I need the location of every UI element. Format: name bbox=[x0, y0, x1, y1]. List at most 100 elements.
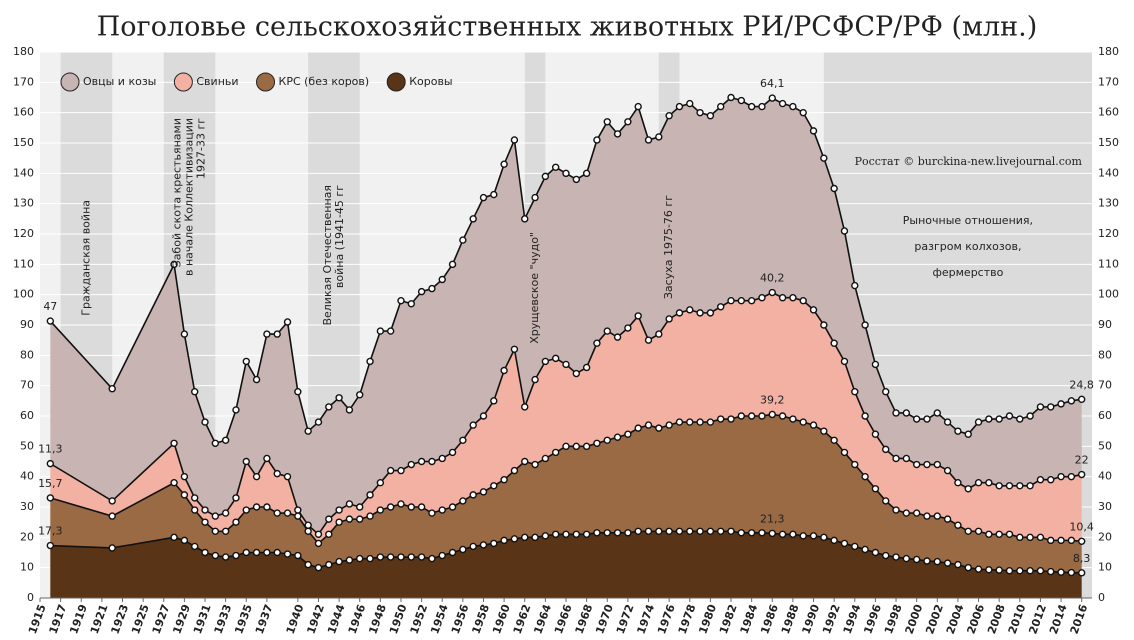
marker bbox=[242, 548, 250, 557]
marker bbox=[768, 288, 776, 297]
marker bbox=[634, 102, 642, 111]
y2-tick-label: 0 bbox=[1098, 591, 1105, 604]
marker bbox=[717, 303, 725, 311]
marker bbox=[180, 536, 189, 545]
marker bbox=[283, 472, 292, 481]
y-tick-label: 10 bbox=[20, 561, 34, 574]
marker bbox=[448, 448, 457, 457]
x-tick-label: 1954 bbox=[428, 602, 451, 636]
marker bbox=[490, 397, 498, 405]
x-tick-label: 1956 bbox=[449, 602, 472, 636]
y-tick-label: 110 bbox=[13, 257, 34, 270]
x-tick-label: 2004 bbox=[944, 602, 967, 636]
marker bbox=[211, 439, 220, 447]
marker bbox=[510, 136, 519, 144]
marker bbox=[376, 479, 385, 487]
marker bbox=[273, 469, 281, 478]
marker bbox=[675, 309, 684, 317]
marker bbox=[562, 169, 570, 178]
marker bbox=[386, 327, 395, 335]
marker bbox=[655, 424, 663, 432]
marker bbox=[706, 111, 715, 120]
marker bbox=[912, 460, 921, 469]
marker bbox=[366, 512, 374, 520]
marker bbox=[232, 518, 240, 526]
marker bbox=[221, 527, 230, 535]
y2-tick-label: 50 bbox=[1098, 439, 1112, 452]
marker bbox=[696, 108, 704, 117]
marker bbox=[407, 553, 415, 561]
y-tick-label: 70 bbox=[20, 379, 34, 392]
marker bbox=[727, 415, 735, 423]
marker bbox=[397, 553, 405, 561]
marker bbox=[902, 409, 911, 417]
marker bbox=[221, 553, 230, 561]
marker bbox=[551, 530, 560, 538]
marker bbox=[1026, 567, 1034, 575]
marker bbox=[943, 515, 952, 523]
marker bbox=[397, 500, 405, 508]
marker bbox=[644, 136, 653, 144]
marker bbox=[974, 565, 983, 573]
area bbox=[50, 292, 1082, 544]
marker bbox=[1067, 472, 1076, 481]
marker bbox=[273, 330, 281, 338]
x-tick-label: 1970 bbox=[593, 602, 616, 636]
marker bbox=[232, 494, 240, 502]
marker bbox=[1005, 482, 1014, 490]
marker bbox=[314, 418, 323, 426]
marker bbox=[1077, 537, 1086, 545]
marker bbox=[500, 366, 508, 375]
marker bbox=[191, 542, 199, 551]
marker bbox=[902, 509, 911, 517]
x-tick-label: 1935 bbox=[232, 603, 255, 636]
x-tick-label: 1990 bbox=[799, 602, 822, 636]
x-tick-label: 1942 bbox=[304, 603, 327, 636]
y2-tick-label: 170 bbox=[1098, 75, 1119, 88]
marker bbox=[902, 454, 911, 463]
marker bbox=[201, 548, 209, 557]
value-label: 47 bbox=[43, 300, 57, 313]
marker bbox=[242, 357, 250, 366]
marker bbox=[974, 527, 983, 535]
marker bbox=[995, 482, 1003, 490]
marker bbox=[376, 327, 385, 335]
marker bbox=[737, 297, 746, 305]
marker bbox=[892, 409, 900, 417]
x-tick-label: 1980 bbox=[696, 602, 719, 636]
marker bbox=[366, 554, 374, 563]
y-tick-label: 170 bbox=[13, 75, 34, 88]
legend-swatch bbox=[173, 72, 193, 92]
marker bbox=[386, 466, 395, 475]
y2-tick-label: 60 bbox=[1098, 409, 1112, 422]
x-tick-label: 1948 bbox=[366, 603, 389, 636]
marker bbox=[789, 415, 797, 423]
marker bbox=[686, 306, 694, 314]
y2-tick-label: 100 bbox=[1098, 288, 1119, 301]
marker bbox=[459, 236, 467, 244]
marker bbox=[820, 533, 828, 542]
marker bbox=[438, 275, 446, 284]
marker bbox=[634, 312, 642, 320]
marker bbox=[562, 442, 570, 451]
marker bbox=[912, 555, 921, 564]
marker bbox=[686, 527, 694, 535]
marker bbox=[335, 518, 343, 526]
marker bbox=[737, 529, 746, 537]
marker bbox=[665, 315, 673, 323]
marker bbox=[521, 403, 529, 411]
marker bbox=[624, 324, 632, 332]
marker bbox=[242, 457, 250, 466]
x-tick-label: 1986 bbox=[758, 602, 781, 636]
marker bbox=[417, 553, 426, 561]
x-tick-label: 1952 bbox=[408, 603, 431, 636]
marker bbox=[954, 560, 962, 569]
marker bbox=[799, 108, 807, 117]
marker bbox=[593, 439, 601, 447]
marker bbox=[789, 530, 797, 538]
x-tick-label: 1984 bbox=[738, 602, 761, 636]
marker bbox=[551, 354, 560, 363]
marker bbox=[325, 403, 333, 411]
marker bbox=[768, 94, 776, 102]
